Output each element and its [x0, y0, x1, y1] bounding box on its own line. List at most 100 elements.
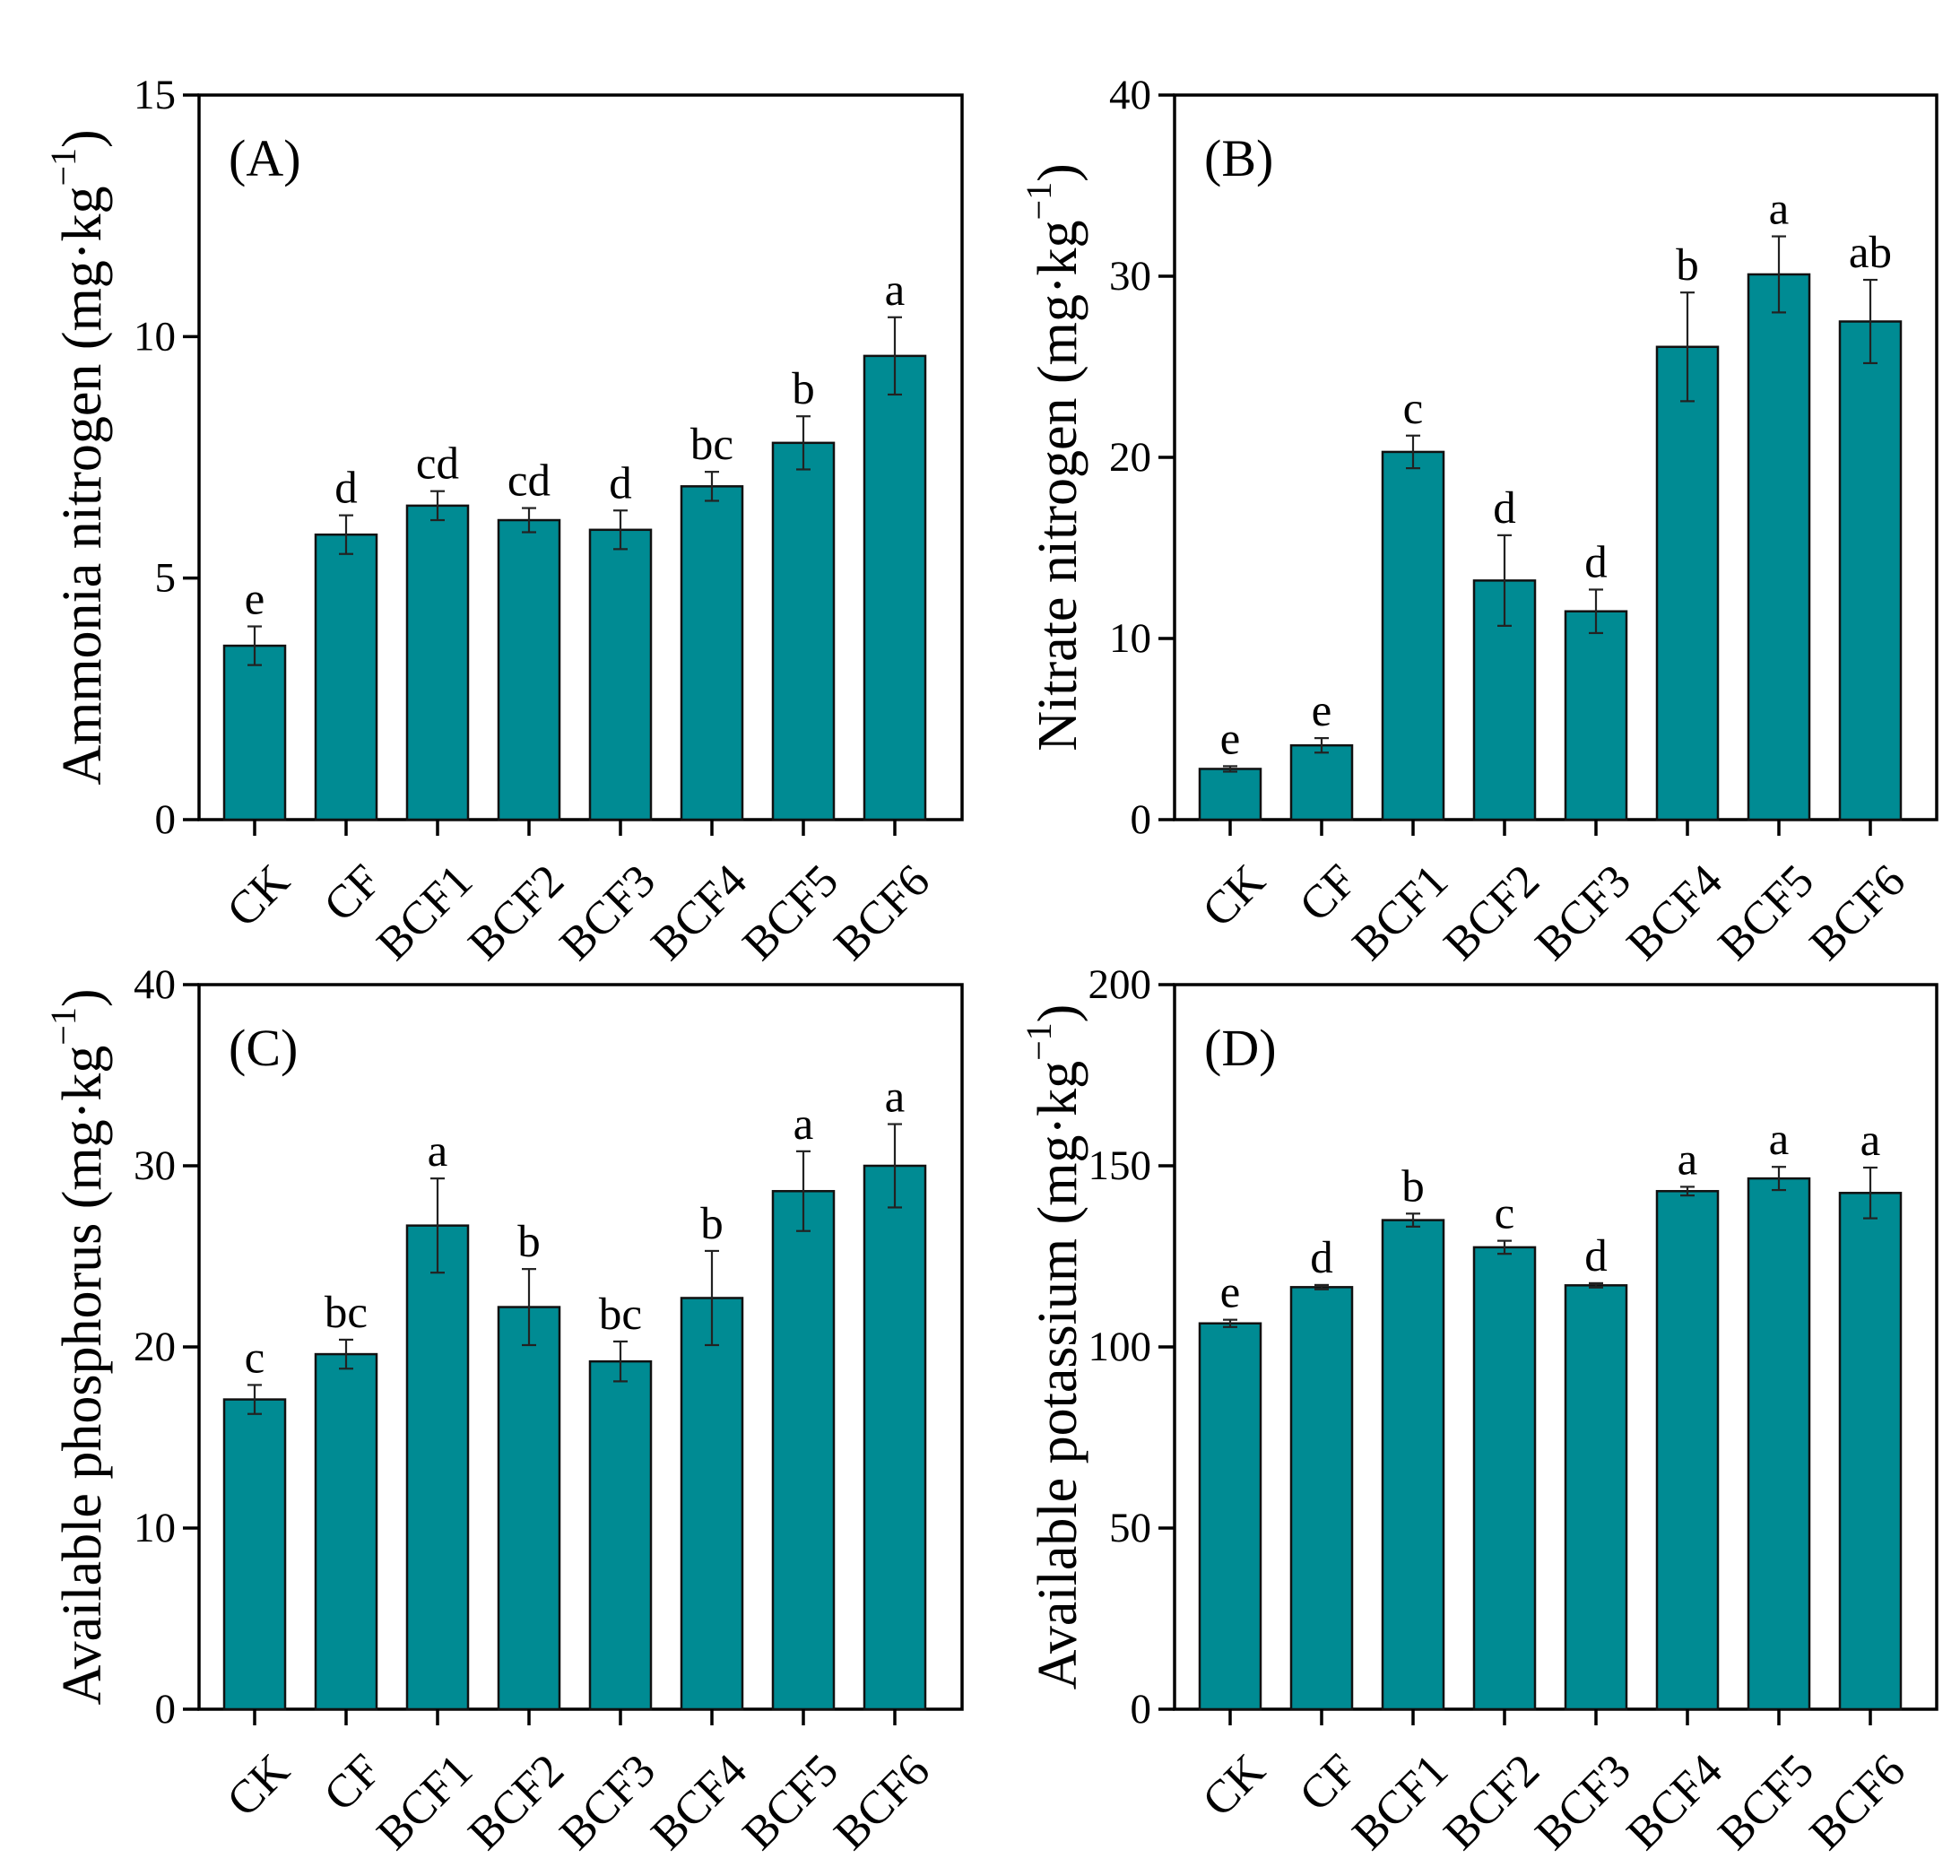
bar: [1289, 1286, 1354, 1711]
category-label: CF: [315, 855, 391, 932]
category-label: CF: [315, 1745, 391, 1821]
category-label: BCF4: [642, 1745, 757, 1860]
bar: [405, 1224, 470, 1711]
y-tick-label: 10: [134, 313, 176, 360]
error-bar: [613, 1340, 628, 1383]
y-axis-label-name: Available potassium: [1028, 1224, 1088, 1689]
error-bar: [888, 1123, 902, 1209]
y-tick-label: 0: [1131, 796, 1152, 843]
bar: [405, 504, 470, 821]
y-tick-label: 15: [134, 72, 176, 118]
category-label: CF: [1290, 855, 1366, 932]
bar: [771, 1190, 836, 1711]
y-tick-label: 0: [155, 796, 177, 843]
bar: [497, 518, 561, 821]
y-axis-label: Available phosphorus (mg·kg−1): [43, 988, 114, 1705]
significance-letter: d: [1310, 1233, 1333, 1283]
category-label: BCF2: [459, 855, 574, 970]
panel-label: (B): [1204, 129, 1273, 187]
category-label: BCF6: [825, 855, 940, 970]
category-label: BCF2: [459, 1745, 574, 1860]
error-bar: [1589, 588, 1603, 635]
category-label: CK: [218, 855, 300, 937]
category-label: BCF5: [1709, 1745, 1824, 1860]
significance-letter: bc: [325, 1288, 368, 1338]
significance-letter: c: [1403, 384, 1424, 434]
category-label: CK: [218, 1744, 300, 1827]
significance-letter: bc: [690, 420, 733, 470]
error-bar: [1680, 1186, 1695, 1197]
category-label: BCF6: [1800, 1745, 1915, 1860]
y-tick-label: 150: [1088, 1142, 1152, 1189]
bar: [680, 485, 744, 821]
error-bar: [1863, 278, 1878, 365]
bar: [1564, 610, 1628, 821]
y-axis-label-name: Available phosphorus: [52, 1209, 113, 1705]
category-label: BCF4: [1617, 1745, 1732, 1860]
category-label: BCF1: [368, 855, 482, 970]
chart-panel-1: 0 5 10 15 e CK d CF cd BCF1 cd BCF2 d BCF3 bc BCF4 b BCF5…: [43, 72, 964, 970]
bar: [1198, 1322, 1262, 1711]
significance-letter: bc: [599, 1290, 642, 1340]
y-tick-label: 30: [1109, 253, 1151, 300]
significance-letter: b: [792, 364, 815, 414]
category-label: BCF1: [1343, 1745, 1458, 1860]
plot-frame: [197, 983, 964, 1711]
significance-letter: a: [1769, 1115, 1790, 1165]
error-bar: [613, 509, 628, 551]
error-bar: [522, 507, 536, 534]
category-label: BCF5: [733, 1745, 848, 1860]
category-label: BCF5: [733, 855, 848, 970]
plot-frame: [197, 93, 964, 821]
y-tick-label: 5: [155, 555, 177, 602]
chart-panel-3: 0 10 20 30 40 c CK bc CF a BCF1 b BCF2 bc BCF3 b BCF4 a BC…: [43, 961, 964, 1860]
error-bar: [1772, 235, 1786, 314]
bar: [314, 1352, 378, 1711]
y-tick-label: 0: [1131, 1686, 1152, 1733]
significance-letter: c: [1495, 1189, 1515, 1239]
category-label: BCF2: [1435, 855, 1549, 970]
error-bar: [796, 415, 811, 471]
y-axis-label-name: Nitrate nitrogen: [1028, 384, 1088, 751]
error-bar: [1223, 765, 1237, 773]
panel-label: (C): [229, 1019, 298, 1077]
category-label: BCF6: [1800, 855, 1915, 970]
y-axis-label-unit: (mg·kg: [52, 1046, 113, 1210]
significance-letter: d: [1493, 483, 1516, 534]
category-label: BCF5: [1709, 855, 1824, 970]
y-tick-label: 40: [134, 961, 176, 1008]
error-bar: [430, 1177, 445, 1274]
chart-panel-4: 0 50 100 150 200 e CK d CF b BCF1 c BCF2 d BCF3 a BCF4 a B…: [1019, 961, 1938, 1860]
bar: [863, 354, 927, 821]
bar: [1381, 1219, 1445, 1711]
bar: [771, 441, 836, 821]
category-label: CK: [1193, 1744, 1276, 1827]
significance-letter: e: [1220, 714, 1241, 764]
significance-letter: b: [1676, 240, 1699, 291]
error-bar: [1497, 534, 1512, 627]
error-bar: [247, 1384, 262, 1415]
y-axis-label-name: Ammonia nitrogen: [52, 350, 113, 786]
plot-frame: [1173, 983, 1938, 1711]
error-bar: [247, 625, 262, 666]
significance-letter: e: [1220, 1268, 1241, 1318]
y-tick-label: 10: [134, 1505, 176, 1551]
error-bar: [888, 316, 902, 396]
category-label: BCF4: [642, 855, 757, 970]
y-tick-label: 20: [1109, 434, 1151, 481]
category-label: BCF2: [1435, 1745, 1549, 1860]
significance-letter: e: [1312, 686, 1332, 736]
bar: [497, 1306, 561, 1711]
error-bar: [1314, 1283, 1329, 1290]
y-axis-label-exponent: −1: [1019, 182, 1059, 221]
significance-letter: c: [245, 1333, 265, 1383]
y-tick-label: 40: [1109, 72, 1151, 118]
significance-letter: cd: [416, 439, 459, 490]
significance-letter: a: [1769, 185, 1790, 235]
panel-label: (D): [1204, 1019, 1277, 1077]
error-bar: [1589, 1281, 1603, 1289]
y-axis-label-unit: (mg·kg: [1028, 220, 1088, 384]
error-bar: [705, 471, 719, 502]
bar: [1289, 743, 1354, 821]
significance-letter: d: [334, 464, 358, 514]
